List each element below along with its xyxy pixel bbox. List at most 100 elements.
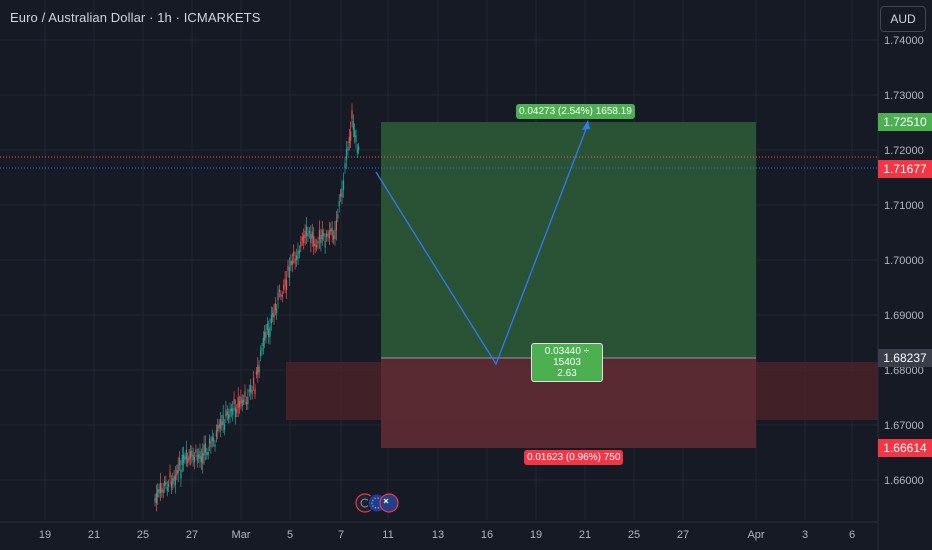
time-tick-label: Mar [232, 529, 251, 541]
current-price-tag: 1.71677 [878, 160, 932, 178]
candle-body [270, 315, 272, 324]
candle-body [273, 309, 275, 318]
candle-body [198, 454, 200, 458]
entry-label-rr: 2.63 [557, 368, 577, 379]
candle-body [335, 220, 337, 231]
time-tick-label: 7 [338, 529, 344, 541]
candle-body [288, 267, 291, 278]
candle-body [204, 443, 207, 453]
candle-body [278, 289, 281, 292]
time-tick-label: 11 [382, 529, 393, 541]
candle-body [321, 229, 323, 240]
target-price-tag: 1.72510 [878, 113, 932, 131]
candle-body [233, 398, 235, 405]
projection-path[interactable] [375, 123, 589, 366]
candle-body [166, 486, 168, 492]
candle-body [208, 438, 211, 444]
candle-body [283, 285, 285, 290]
candle-body [230, 408, 232, 412]
time-axis[interactable]: 19 21 25 27 Mar 5 7 11 13 16 19 21 25 27 Apr 3 6 [39, 529, 855, 541]
candle-body [234, 407, 237, 418]
candle-body [262, 337, 264, 347]
time-tick-label: 5 [287, 529, 293, 541]
time-tick-label: 19 [530, 529, 542, 541]
time-tick-label: Apr [747, 529, 764, 541]
candle-body [337, 214, 339, 219]
candle-body [200, 455, 202, 463]
currency-button[interactable]: AUD [880, 6, 926, 32]
candle-body [313, 236, 315, 246]
candle-body [298, 250, 301, 254]
event-icons [355, 493, 399, 513]
candle-body [258, 366, 260, 373]
candle-body [261, 347, 263, 351]
candle-body [284, 278, 286, 286]
candle-body [154, 498, 156, 502]
candle-body [210, 441, 212, 448]
candle-body [345, 149, 348, 160]
candle-body [354, 130, 356, 138]
candle-body [248, 389, 250, 393]
candle-body [305, 226, 308, 237]
time-tick-label: 3 [802, 529, 808, 541]
candle-body [315, 244, 318, 248]
candle-body [297, 250, 299, 259]
candle-body [226, 411, 228, 416]
candle-body [293, 251, 295, 257]
candle-body [341, 188, 343, 198]
candle-body [347, 146, 349, 152]
candle-body [281, 295, 283, 298]
time-tick-label: 25 [628, 529, 640, 541]
price-tick-label: 1.66000 [884, 475, 924, 487]
candle-body [351, 110, 353, 120]
candle-body [195, 449, 197, 453]
price-tick-label: 1.74000 [884, 35, 924, 47]
stop-label: 0.01623 (0.96%) 750 [524, 450, 624, 465]
candle-body [161, 488, 163, 492]
candle-body [206, 452, 208, 455]
profit-zone[interactable] [381, 122, 756, 358]
candle-body [268, 329, 270, 338]
candle-body [214, 444, 216, 447]
candle-body [244, 391, 246, 398]
candle-body [221, 421, 223, 426]
candle-body [177, 464, 179, 474]
candle-body [184, 456, 186, 460]
candle-body [183, 454, 185, 463]
candle-body [251, 390, 253, 395]
candle-body [324, 240, 326, 248]
time-tick-label: 27 [186, 529, 198, 541]
candle-body [240, 396, 242, 404]
candle-body [157, 489, 159, 498]
candle-body [192, 454, 194, 461]
candle-body [355, 135, 357, 142]
candle-body [203, 444, 205, 456]
time-tick-label: 27 [677, 529, 689, 541]
candle-body [229, 409, 231, 417]
candle-body [178, 458, 181, 466]
candle-body [264, 331, 266, 341]
candle-body [199, 450, 201, 460]
candle-body [207, 451, 209, 456]
candle-body [295, 255, 298, 261]
candle-body [189, 450, 192, 459]
price-tick-label: 1.68000 [884, 365, 924, 377]
price-tick-label: 1.72000 [884, 145, 924, 157]
candle-body [300, 241, 302, 247]
price-axis[interactable]: 1.74000 1.73000 1.72000 1.71000 1.70000 1.690… [884, 35, 924, 487]
candle-body [243, 399, 245, 402]
candle-body [215, 430, 217, 438]
price-tick-label: 1.71000 [884, 200, 924, 212]
candle-body [356, 148, 358, 153]
candle-body [217, 425, 219, 432]
time-tick-label: 21 [579, 529, 591, 541]
price-tick-label: 1.69000 [884, 310, 924, 322]
candle-body [340, 193, 342, 197]
candle-body [272, 313, 274, 317]
candle-body [320, 234, 322, 244]
candle-body [307, 233, 309, 237]
au-flag-icon[interactable] [379, 493, 399, 513]
candle-body [276, 308, 278, 313]
